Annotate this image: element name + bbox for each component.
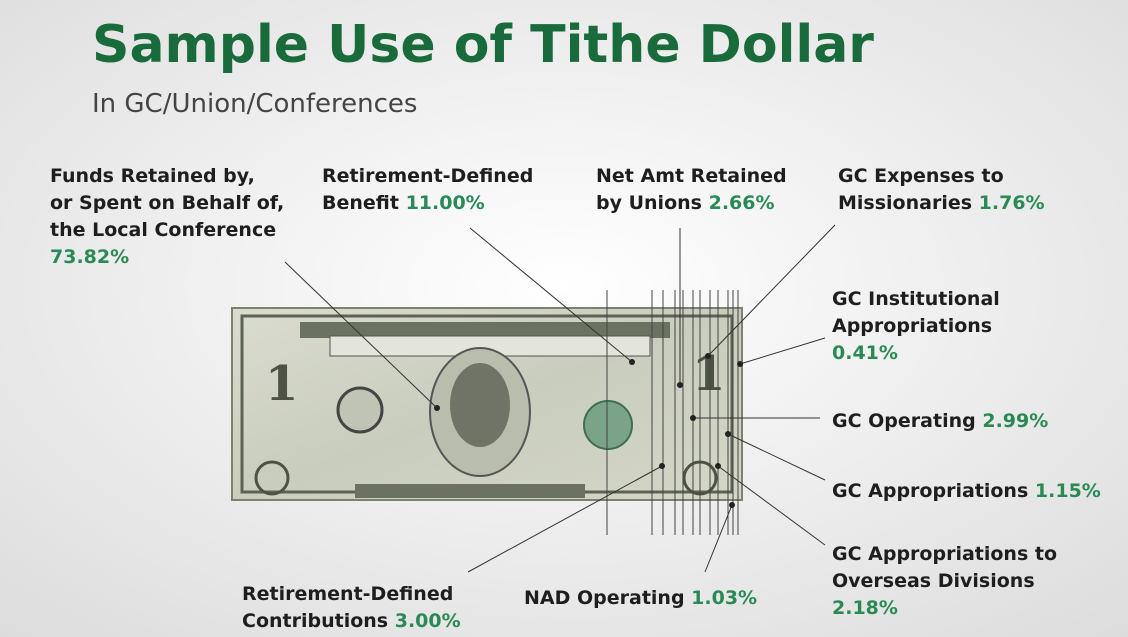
leader-line [727,433,826,481]
leader-dot [715,463,721,469]
label-line: Appropriations [832,315,992,337]
label-text: GC Appropriations to [832,543,1057,565]
label-text: GC Institutional [832,288,1000,310]
title: Sample Use of Tithe Dollar [92,15,874,75]
leader-dot [705,353,711,359]
label-text: GC Expenses to [838,165,1004,187]
label-value: 11.00% [406,192,485,214]
leader-line [717,465,826,546]
label-text: NAD Operating [524,587,685,609]
label-text: GC Appropriations [832,480,1028,502]
label-line: GC Appropriations to [832,543,1057,565]
label-text: Contributions [242,610,388,632]
label-text: GC Operating [832,410,976,432]
svg-text:1: 1 [265,356,298,412]
label-line: GC Institutional [832,288,1000,310]
label-line: GC Operating 2.99% [832,410,1048,432]
leader-line [284,261,438,409]
label-line: the Local Conference [50,219,276,241]
label-line: Retirement-Defined [242,583,453,605]
label-line: 73.82% [50,246,129,268]
dollar-bill: 1 1 [231,307,743,501]
dividers [606,290,739,535]
label-line: 2.18% [832,597,898,619]
label-line: or Spent on Behalf of, [50,192,284,214]
leader-dot [737,361,743,367]
label-value: 1.15% [1035,480,1101,502]
label-line: Retirement-Defined [322,165,533,187]
label-line: Benefit 11.00% [322,192,485,214]
label-line: Funds Retained by, [50,165,255,187]
leader-dot [434,405,440,411]
label-value: 73.82% [50,246,129,268]
leader-dot [659,463,665,469]
label-text: Appropriations [832,315,992,337]
label-line: Contributions 3.00% [242,610,461,632]
label-text: the Local Conference [50,219,276,241]
label-value: 3.00% [395,610,461,632]
label-value: 2.99% [982,410,1048,432]
label-line: GC Appropriations 1.15% [832,480,1101,502]
leader-dot [629,359,635,365]
label-text: Retirement-Defined [322,165,533,187]
leader-dot [729,502,735,508]
leader-dot [677,382,683,388]
label-line: NAD Operating 1.03% [524,587,757,609]
label-value: 2.18% [832,597,898,619]
label-text: Overseas Divisions [832,570,1035,592]
label-value: 1.03% [691,587,757,609]
label-value: 2.66% [709,192,775,214]
label-line: Net Amt Retained [596,165,787,187]
label-text: Missionaries [838,192,972,214]
leader-dot [690,415,696,421]
label-text: Net Amt Retained [596,165,787,187]
leader-line [704,504,733,573]
label-text: or Spent on Behalf of, [50,192,284,214]
leader-line [469,227,633,363]
leader-line [739,337,826,365]
label-line: GC Expenses to [838,165,1004,187]
label-line: 0.41% [832,342,898,364]
leader-line [707,224,836,357]
label-text: Funds Retained by, [50,165,255,187]
label-line: Missionaries 1.76% [838,192,1045,214]
label-value: 1.76% [979,192,1045,214]
label-line: by Unions 2.66% [596,192,775,214]
leader-dot [725,431,731,437]
label-text: Benefit [322,192,399,214]
label-text: Retirement-Defined [242,583,453,605]
label-value: 0.41% [832,342,898,364]
leader-line [467,465,663,573]
label-text: by Unions [596,192,702,214]
label-line: Overseas Divisions [832,570,1035,592]
subtitle: In GC/Union/Conferences [92,89,417,119]
